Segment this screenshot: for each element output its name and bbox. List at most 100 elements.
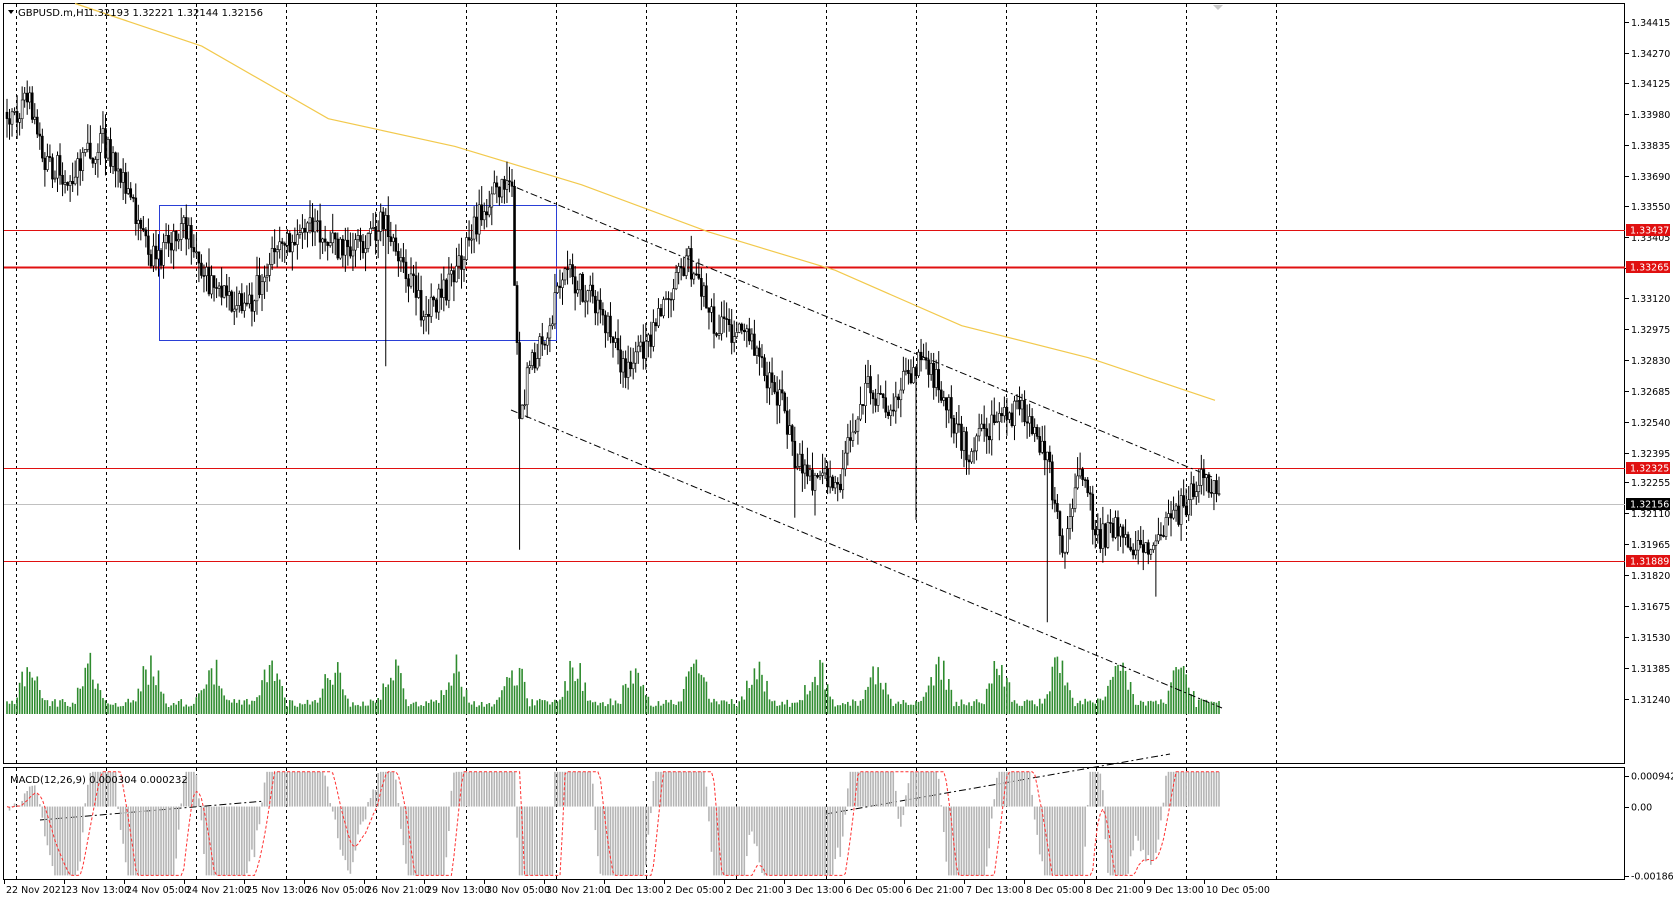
candle-body (891, 409, 895, 412)
candle-body (323, 238, 327, 243)
candle-body (1124, 534, 1127, 538)
candle-body (321, 238, 324, 243)
candle-body (190, 225, 193, 248)
candle-body (563, 268, 567, 281)
candle-body (748, 328, 751, 342)
candle-body (695, 273, 698, 276)
candle-body (619, 349, 622, 373)
candle-body (917, 351, 920, 377)
candle-body (583, 300, 587, 303)
candle-body (212, 275, 216, 288)
candle-body (1169, 513, 1173, 519)
candle-body (63, 182, 67, 185)
candle-body (942, 397, 946, 401)
candle-body (758, 347, 761, 357)
candle-body (1038, 436, 1042, 453)
candle-body (179, 223, 183, 240)
candle-body (336, 238, 340, 259)
candle-body (679, 266, 683, 269)
main-panel-frame (3, 3, 1625, 764)
candle-body (157, 250, 160, 260)
candle-body (195, 251, 198, 254)
time-tick-label: 26 Nov 05:00 (306, 885, 370, 896)
candle-body (1015, 400, 1019, 402)
candle-body (975, 435, 978, 452)
candle-body (482, 211, 486, 221)
candle-body (864, 383, 867, 407)
time-tick-label: 26 Nov 21:00 (366, 885, 430, 896)
time-tick-label: 2 Dec 21:00 (726, 885, 784, 896)
candle-body (578, 273, 582, 291)
time-tick-label: 29 Nov 13:00 (426, 885, 490, 896)
candle-body (763, 357, 766, 376)
vertical-grid (16, 4, 1277, 879)
candle-body (765, 375, 769, 389)
dropdown-triangle-icon[interactable] (8, 10, 14, 14)
candle-body (722, 316, 726, 319)
candle-body (306, 222, 309, 233)
candle-body (831, 476, 834, 489)
candle-body (687, 248, 691, 257)
candle-body (333, 232, 337, 240)
candle-body (359, 235, 362, 242)
price-tick-label: 1.34125 (1631, 79, 1670, 90)
candle-body (518, 342, 521, 419)
ohlc-header: 1.32193 1.32221 1.32144 1.32156 (88, 8, 263, 19)
candle-body (1144, 542, 1148, 553)
candle-body (657, 308, 660, 327)
candle-body (240, 293, 244, 311)
candle-body (498, 186, 501, 198)
range-box (159, 205, 557, 341)
candle-body (616, 338, 620, 351)
candle-body (442, 279, 446, 298)
candle-body (700, 278, 703, 297)
candle-body (427, 313, 430, 317)
current-price-tag-label: 1.32156 (1630, 500, 1669, 511)
candle-body (710, 306, 713, 313)
candle-body (384, 215, 388, 230)
candle-body (364, 248, 367, 254)
candle-body (30, 92, 34, 120)
price-tick-label: 1.31675 (1631, 602, 1670, 613)
candle-body (879, 393, 882, 395)
candle-body (462, 259, 466, 270)
candle-body (397, 251, 400, 262)
candle-body (768, 372, 771, 389)
candle-body (1152, 545, 1155, 551)
candle-body (881, 393, 885, 399)
candle-body (884, 397, 888, 413)
candle-body (61, 175, 64, 185)
candle-body (28, 92, 32, 103)
candle-body (677, 266, 680, 273)
candle-body (967, 459, 971, 463)
candle-body (389, 236, 393, 242)
candle-body (197, 251, 201, 264)
candle-body (960, 423, 963, 451)
candle-body (470, 238, 473, 241)
candle-body (629, 361, 632, 370)
candle-body (621, 358, 625, 373)
volume-bars (6, 652, 1220, 714)
candle-body (475, 216, 478, 235)
candle-body (346, 239, 350, 248)
candle-body (947, 397, 951, 411)
candle-body (899, 389, 903, 401)
candle-body (1187, 499, 1190, 516)
time-tick-label: 25 Nov 13:00 (246, 885, 310, 896)
candle-body (1096, 529, 1100, 536)
candle-body (980, 423, 983, 429)
candle-body (238, 293, 241, 306)
candle-body (846, 437, 850, 454)
candle-body (460, 255, 463, 270)
candle-body (806, 464, 809, 477)
candle-body (1058, 511, 1062, 537)
candle-body (1033, 426, 1036, 434)
candle-body (1073, 487, 1077, 509)
candle-body (609, 315, 612, 338)
candle-body (727, 319, 731, 325)
candle-body (412, 273, 415, 276)
candle-body (990, 414, 994, 441)
candle-body (725, 318, 728, 320)
candle-body (83, 149, 87, 153)
